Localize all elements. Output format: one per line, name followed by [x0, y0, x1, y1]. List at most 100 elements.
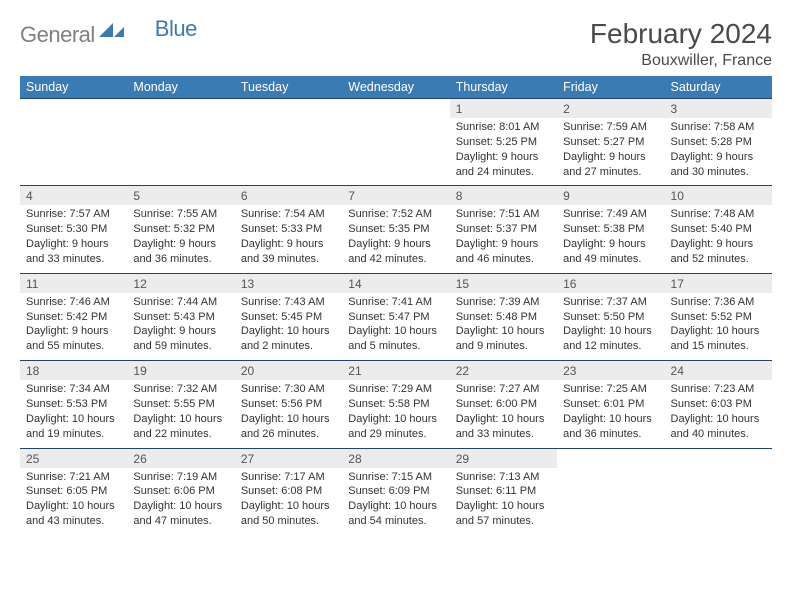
day-detail-cell: Sunrise: 7:21 AMSunset: 6:05 PMDaylight:…	[20, 468, 127, 535]
day-detail-cell: Sunrise: 7:27 AMSunset: 6:00 PMDaylight:…	[450, 380, 557, 448]
day-number-cell: 18	[20, 361, 127, 381]
day-detail-cell	[235, 118, 342, 186]
daylight-line: Daylight: 10 hours and 33 minutes.	[456, 412, 551, 442]
day-detail-cell: Sunrise: 7:29 AMSunset: 5:58 PMDaylight:…	[342, 380, 449, 448]
daylight-line: Daylight: 9 hours and 55 minutes.	[26, 324, 121, 354]
day-number-cell: 3	[665, 99, 772, 119]
day-number-cell: 10	[665, 186, 772, 206]
sunset-line: Sunset: 6:03 PM	[671, 397, 766, 412]
daylight-line: Daylight: 10 hours and 19 minutes.	[26, 412, 121, 442]
daylight-line: Daylight: 9 hours and 52 minutes.	[671, 237, 766, 267]
sunrise-line: Sunrise: 7:27 AM	[456, 382, 551, 397]
week-detail-row: Sunrise: 7:57 AMSunset: 5:30 PMDaylight:…	[20, 205, 772, 273]
sunrise-line: Sunrise: 7:34 AM	[26, 382, 121, 397]
day-number-cell: 4	[20, 186, 127, 206]
sunset-line: Sunset: 6:05 PM	[26, 484, 121, 499]
sunset-line: Sunset: 5:52 PM	[671, 310, 766, 325]
sunset-line: Sunset: 5:25 PM	[456, 135, 551, 150]
sunrise-line: Sunrise: 7:15 AM	[348, 470, 443, 485]
day-detail-cell: Sunrise: 7:25 AMSunset: 6:01 PMDaylight:…	[557, 380, 664, 448]
daylight-line: Daylight: 10 hours and 43 minutes.	[26, 499, 121, 529]
day-number-cell: 8	[450, 186, 557, 206]
sunrise-line: Sunrise: 7:41 AM	[348, 295, 443, 310]
day-number-cell: 7	[342, 186, 449, 206]
sunset-line: Sunset: 5:43 PM	[133, 310, 228, 325]
brand-logo: General Blue	[20, 18, 197, 48]
day-detail-cell: Sunrise: 7:51 AMSunset: 5:37 PMDaylight:…	[450, 205, 557, 273]
day-number-cell: 2	[557, 99, 664, 119]
day-detail-cell	[20, 118, 127, 186]
brand-mark-icon	[99, 20, 125, 43]
day-detail-cell: Sunrise: 7:19 AMSunset: 6:06 PMDaylight:…	[127, 468, 234, 535]
day-detail-cell: Sunrise: 7:55 AMSunset: 5:32 PMDaylight:…	[127, 205, 234, 273]
sunrise-line: Sunrise: 7:58 AM	[671, 120, 766, 135]
week-daynum-row: 2526272829	[20, 448, 772, 468]
daylight-line: Daylight: 10 hours and 57 minutes.	[456, 499, 551, 529]
sunset-line: Sunset: 6:09 PM	[348, 484, 443, 499]
sunrise-line: Sunrise: 7:25 AM	[563, 382, 658, 397]
week-detail-row: Sunrise: 7:46 AMSunset: 5:42 PMDaylight:…	[20, 293, 772, 361]
day-detail-cell: Sunrise: 7:46 AMSunset: 5:42 PMDaylight:…	[20, 293, 127, 361]
daylight-line: Daylight: 10 hours and 15 minutes.	[671, 324, 766, 354]
day-number-cell: 11	[20, 273, 127, 293]
sunset-line: Sunset: 5:27 PM	[563, 135, 658, 150]
sunrise-line: Sunrise: 7:32 AM	[133, 382, 228, 397]
daylight-line: Daylight: 10 hours and 12 minutes.	[563, 324, 658, 354]
day-detail-cell	[127, 118, 234, 186]
day-number-cell: 6	[235, 186, 342, 206]
sunrise-line: Sunrise: 7:49 AM	[563, 207, 658, 222]
sunset-line: Sunset: 5:35 PM	[348, 222, 443, 237]
sunrise-line: Sunrise: 7:17 AM	[241, 470, 336, 485]
sunrise-line: Sunrise: 7:48 AM	[671, 207, 766, 222]
day-number-cell: 1	[450, 99, 557, 119]
sunset-line: Sunset: 6:11 PM	[456, 484, 551, 499]
day-number-cell: 19	[127, 361, 234, 381]
day-number-cell	[342, 99, 449, 119]
daylight-line: Daylight: 9 hours and 39 minutes.	[241, 237, 336, 267]
day-header: Friday	[557, 76, 664, 99]
sunset-line: Sunset: 5:58 PM	[348, 397, 443, 412]
sunrise-line: Sunrise: 7:57 AM	[26, 207, 121, 222]
day-detail-cell	[342, 118, 449, 186]
daylight-line: Daylight: 9 hours and 30 minutes.	[671, 150, 766, 180]
sunset-line: Sunset: 6:00 PM	[456, 397, 551, 412]
day-detail-cell: Sunrise: 7:32 AMSunset: 5:55 PMDaylight:…	[127, 380, 234, 448]
sunset-line: Sunset: 5:56 PM	[241, 397, 336, 412]
sunset-line: Sunset: 5:45 PM	[241, 310, 336, 325]
day-detail-cell: Sunrise: 7:17 AMSunset: 6:08 PMDaylight:…	[235, 468, 342, 535]
day-detail-cell: Sunrise: 7:34 AMSunset: 5:53 PMDaylight:…	[20, 380, 127, 448]
sunrise-line: Sunrise: 7:21 AM	[26, 470, 121, 485]
day-detail-cell: Sunrise: 7:30 AMSunset: 5:56 PMDaylight:…	[235, 380, 342, 448]
sunrise-line: Sunrise: 7:59 AM	[563, 120, 658, 135]
day-detail-cell: Sunrise: 7:49 AMSunset: 5:38 PMDaylight:…	[557, 205, 664, 273]
day-detail-cell: Sunrise: 7:44 AMSunset: 5:43 PMDaylight:…	[127, 293, 234, 361]
sunrise-line: Sunrise: 7:23 AM	[671, 382, 766, 397]
day-number-cell: 26	[127, 448, 234, 468]
day-number-cell: 21	[342, 361, 449, 381]
sunset-line: Sunset: 6:01 PM	[563, 397, 658, 412]
calendar-page: General Blue February 2024 Bouxwiller, F…	[0, 0, 792, 535]
calendar-table: Sunday Monday Tuesday Wednesday Thursday…	[20, 76, 772, 535]
sunrise-line: Sunrise: 7:44 AM	[133, 295, 228, 310]
sunset-line: Sunset: 5:42 PM	[26, 310, 121, 325]
daylight-line: Daylight: 10 hours and 50 minutes.	[241, 499, 336, 529]
sunrise-line: Sunrise: 7:19 AM	[133, 470, 228, 485]
daylight-line: Daylight: 9 hours and 46 minutes.	[456, 237, 551, 267]
sunrise-line: Sunrise: 7:37 AM	[563, 295, 658, 310]
daylight-line: Daylight: 10 hours and 2 minutes.	[241, 324, 336, 354]
day-number-cell: 9	[557, 186, 664, 206]
day-number-cell: 25	[20, 448, 127, 468]
sunrise-line: Sunrise: 7:39 AM	[456, 295, 551, 310]
day-header: Tuesday	[235, 76, 342, 99]
daylight-line: Daylight: 10 hours and 47 minutes.	[133, 499, 228, 529]
day-number-cell	[20, 99, 127, 119]
day-number-cell	[235, 99, 342, 119]
day-number-cell: 24	[665, 361, 772, 381]
sunrise-line: Sunrise: 7:52 AM	[348, 207, 443, 222]
sunset-line: Sunset: 5:40 PM	[671, 222, 766, 237]
day-detail-cell: Sunrise: 7:59 AMSunset: 5:27 PMDaylight:…	[557, 118, 664, 186]
sunset-line: Sunset: 5:38 PM	[563, 222, 658, 237]
day-detail-cell: Sunrise: 7:15 AMSunset: 6:09 PMDaylight:…	[342, 468, 449, 535]
day-number-cell: 13	[235, 273, 342, 293]
week-detail-row: Sunrise: 7:21 AMSunset: 6:05 PMDaylight:…	[20, 468, 772, 535]
